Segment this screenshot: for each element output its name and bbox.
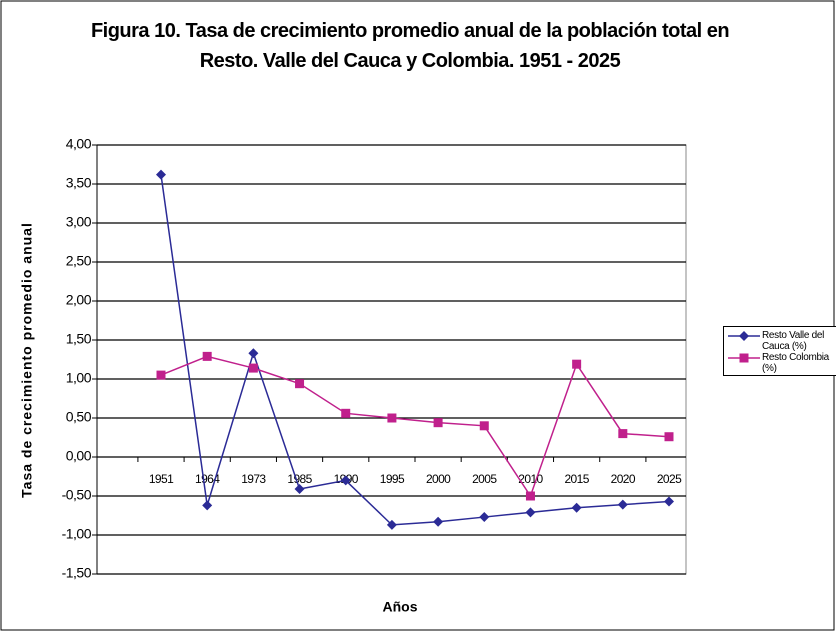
data-point [617, 499, 628, 510]
x-tick-label: 1973 [241, 472, 266, 486]
data-point [664, 432, 674, 442]
y-axis-title: Tasa de crecimiento promedio anual [19, 222, 35, 498]
y-tick-label: 3,50 [66, 175, 92, 191]
x-tick-label: 2020 [611, 472, 636, 486]
x-tick-label: 1951 [149, 472, 174, 486]
data-point [248, 348, 259, 359]
data-point [248, 363, 258, 373]
x-tick-label: 1985 [287, 472, 312, 486]
legend-marker [739, 331, 749, 341]
y-tick-label: 0,00 [66, 448, 92, 464]
data-point [156, 169, 166, 180]
data-point [340, 475, 351, 486]
y-tick-label: 1,50 [66, 331, 92, 347]
data-point [525, 507, 536, 518]
data-point [295, 379, 305, 389]
legend-symbol [728, 331, 760, 341]
y-tick-label: 1,00 [66, 370, 92, 386]
data-point [618, 429, 628, 439]
data-point [433, 418, 443, 428]
y-tick-label: -1,00 [62, 526, 92, 542]
data-point [433, 516, 444, 527]
chart-title: Figura 10. Tasa de crecimiento promedio … [90, 20, 730, 72]
y-tick-label: 2,00 [66, 292, 92, 308]
series-line [160, 355, 670, 498]
data-point [386, 519, 397, 530]
data-point [387, 413, 397, 423]
data-point [202, 351, 212, 361]
legend: Resto Valle del Cauca (%) Resto Colombia … [723, 326, 836, 376]
x-tick-label: 1995 [380, 472, 405, 486]
x-axis-title: Años [383, 599, 418, 615]
legend-marker [739, 353, 749, 363]
data-point [571, 502, 582, 513]
data-point [664, 496, 674, 507]
y-tick-label: 0,50 [66, 409, 92, 425]
data-point [294, 483, 305, 494]
y-tick-label: 2,50 [66, 253, 92, 269]
data-point [572, 359, 582, 369]
y-tick-label: 3,00 [66, 214, 92, 230]
plot-area [96, 144, 687, 575]
data-point [479, 421, 489, 431]
series-line [160, 174, 670, 526]
x-tick-label: 2005 [472, 472, 497, 486]
data-point [156, 370, 166, 380]
x-tick-label: 2025 [657, 472, 682, 486]
legend-label: Resto Colombia (%) [762, 352, 829, 374]
data-point [202, 500, 213, 511]
legend-symbol [728, 353, 760, 363]
y-tick-label: -0,50 [62, 487, 92, 503]
x-tick-label: 2015 [564, 472, 589, 486]
x-tick-label: 2000 [426, 472, 451, 486]
data-point [479, 512, 490, 523]
data-point [525, 491, 535, 501]
data-point [341, 408, 351, 418]
legend-label: Resto Valle del Cauca (%) [762, 330, 825, 352]
y-tick-label: -1,50 [62, 565, 92, 581]
y-tick-label: 4,00 [66, 136, 92, 152]
